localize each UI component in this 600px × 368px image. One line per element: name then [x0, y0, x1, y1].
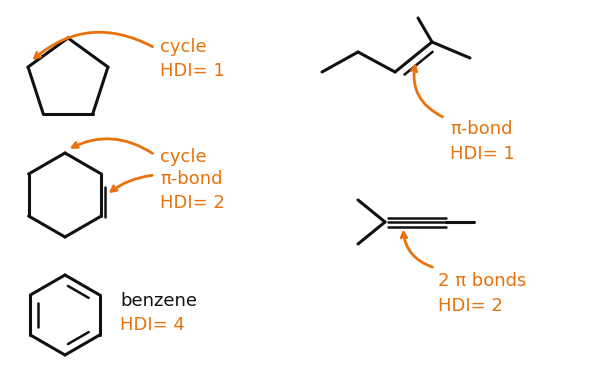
Text: π-bond: π-bond — [450, 120, 512, 138]
Text: benzene: benzene — [120, 292, 197, 310]
Text: π-bond: π-bond — [160, 170, 223, 188]
Text: HDI= 2: HDI= 2 — [438, 297, 503, 315]
Text: HDI= 2: HDI= 2 — [160, 194, 225, 212]
Text: 2 π bonds: 2 π bonds — [438, 272, 526, 290]
Text: cycle: cycle — [160, 148, 206, 166]
Text: HDI= 1: HDI= 1 — [160, 62, 225, 80]
Text: cycle: cycle — [160, 38, 206, 56]
Text: HDI= 4: HDI= 4 — [120, 316, 185, 334]
Text: HDI= 1: HDI= 1 — [450, 145, 515, 163]
